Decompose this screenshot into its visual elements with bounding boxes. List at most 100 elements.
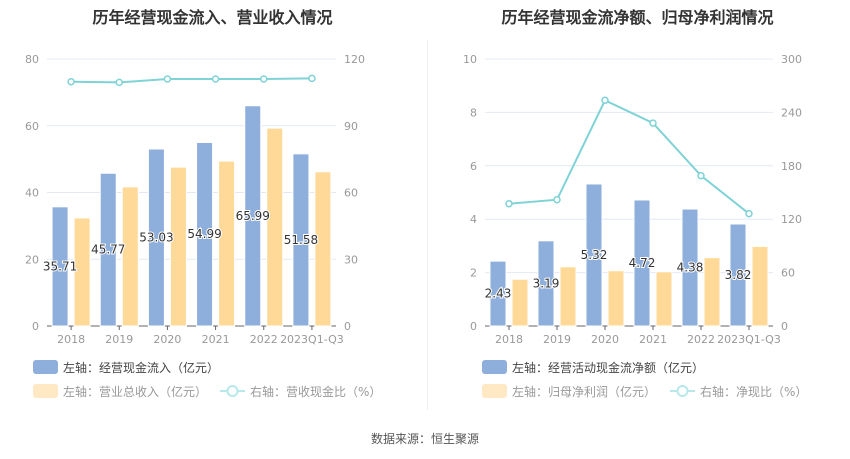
bar-1-s2 <box>511 278 529 327</box>
y-tick-label: 0 <box>470 320 477 333</box>
bar-1-s1 <box>681 208 699 327</box>
bar-1-s2 <box>751 245 769 327</box>
data-label: 51.58 <box>284 233 318 247</box>
x-tick-label: 2021 <box>202 333 230 346</box>
y-tick-label: 80 <box>25 53 39 66</box>
legend-marker-3[interactable] <box>226 385 239 397</box>
y-tick-label: 4 <box>470 213 477 226</box>
line-point <box>163 75 172 83</box>
x-tick-label: 2020 <box>153 333 181 346</box>
data-source: 数据来源：恒生聚源 <box>370 432 479 446</box>
bar-0-s2 <box>73 217 91 327</box>
legend-label-2[interactable]: 左轴：归母净利润（亿元） <box>512 384 656 399</box>
y-tick-label: 60 <box>25 120 39 133</box>
data-label: 53.03 <box>139 231 173 245</box>
legend-label-3[interactable]: 右轴：净现比（%） <box>700 384 807 399</box>
y-tick-label: 10 <box>463 53 477 66</box>
legend-swatch-2[interactable] <box>33 384 58 398</box>
y-tick-label: 40 <box>25 187 39 200</box>
x-tick-label: 2023Q1-Q3 <box>717 333 781 346</box>
line-point <box>211 75 220 83</box>
chart-title-right: 历年经营现金流净额、归母净利润情况 <box>501 8 774 27</box>
data-label: 2.43 <box>485 287 512 301</box>
y-tick-label: 6 <box>470 160 477 173</box>
bar-0-s1 <box>244 105 262 327</box>
bar-0-s2 <box>314 171 332 327</box>
y2-tick-label: 30 <box>344 253 358 266</box>
bar-1-s1 <box>633 199 651 327</box>
chart-left: 0 0 20 30 40 60 60 90 80 120 2018 35.71 2019 45.77 202… <box>25 53 381 399</box>
bar-1-s2 <box>703 257 721 327</box>
data-label: 65.99 <box>236 209 270 223</box>
bar-1-s1 <box>729 223 747 327</box>
line-point <box>745 209 753 218</box>
y2-tick-label: 120 <box>344 53 365 66</box>
bar-0-s1 <box>51 206 69 327</box>
line-point <box>308 74 316 83</box>
bar-1-s2 <box>607 270 625 327</box>
bar-0-s2 <box>266 127 284 327</box>
y2-tick-label: 90 <box>344 120 358 133</box>
y2-tick-label: 60 <box>344 187 358 200</box>
chart-title-left: 历年经营现金流入、营业收入情况 <box>92 8 333 27</box>
y2-tick-label: 0 <box>344 320 351 333</box>
y2-tick-label: 300 <box>781 53 802 66</box>
chart-right: 0 0 2 60 4 120 6 180 8 240 10 300 2018 2.43 2019 3.19 20… <box>463 53 807 399</box>
data-label: 3.19 <box>533 276 560 290</box>
x-tick-label: 2018 <box>495 333 523 346</box>
y2-tick-label: 0 <box>781 320 788 333</box>
line-point <box>553 195 561 204</box>
bar-1-s1 <box>537 240 555 327</box>
line-series <box>71 77 312 84</box>
bar-1-s2 <box>559 266 577 327</box>
bar-0-s1 <box>99 172 117 327</box>
data-label: 4.72 <box>629 256 656 270</box>
x-tick-label: 2019 <box>105 333 133 346</box>
data-label: 35.71 <box>43 259 77 273</box>
y-tick-label: 8 <box>470 106 477 119</box>
divider <box>427 40 428 410</box>
y-tick-label: 2 <box>470 267 477 280</box>
y2-tick-label: 240 <box>781 106 802 119</box>
bar-1-s1 <box>585 183 603 327</box>
legend-label-2[interactable]: 左轴：营业总收入（亿元） <box>63 384 207 399</box>
data-label: 4.38 <box>677 261 704 275</box>
data-label: 3.82 <box>725 268 752 282</box>
legend-swatch-1[interactable] <box>33 360 58 374</box>
bar-0-s2 <box>218 160 236 327</box>
x-tick-label: 2022 <box>687 333 715 346</box>
bar-1-s1 <box>489 260 507 327</box>
line-point <box>649 119 657 127</box>
x-tick-label: 2022 <box>250 333 278 346</box>
legend-label-1[interactable]: 左轴：经营现金流入（亿元） <box>63 360 219 375</box>
y-tick-label: 0 <box>32 320 39 333</box>
line-series <box>508 98 750 215</box>
y2-tick-label: 180 <box>781 160 802 173</box>
legend-label-3[interactable]: 右轴：营收现金比（%） <box>250 384 381 399</box>
data-label: 5.32 <box>581 248 608 262</box>
line-point <box>67 77 75 86</box>
line-point <box>260 75 268 83</box>
bar-0-s2 <box>169 166 187 327</box>
x-tick-label: 2019 <box>543 333 571 346</box>
bar-0-s2 <box>121 186 139 327</box>
bar-0-s1 <box>147 148 165 327</box>
y-tick-label: 20 <box>25 253 39 266</box>
x-tick-label: 2021 <box>639 333 667 346</box>
bar-1-s2 <box>655 271 673 327</box>
bar-0-s1 <box>292 153 310 327</box>
y2-tick-label: 60 <box>781 267 795 280</box>
line-point <box>697 171 705 180</box>
legend-swatch-1[interactable] <box>482 360 507 374</box>
y2-tick-label: 120 <box>781 213 802 226</box>
bar-0-s1 <box>196 141 214 327</box>
legend-label-1[interactable]: 左轴：经营活动现金流净额（亿元） <box>512 360 704 375</box>
legend-swatch-2[interactable] <box>482 384 507 398</box>
line-point <box>505 199 513 208</box>
line-point <box>601 96 609 105</box>
data-label: 54.99 <box>187 227 221 241</box>
x-tick-label: 2020 <box>591 333 619 346</box>
legend-marker-3[interactable] <box>676 385 689 397</box>
x-tick-label: 2023Q1-Q3 <box>280 333 344 346</box>
x-tick-label: 2018 <box>57 333 85 346</box>
